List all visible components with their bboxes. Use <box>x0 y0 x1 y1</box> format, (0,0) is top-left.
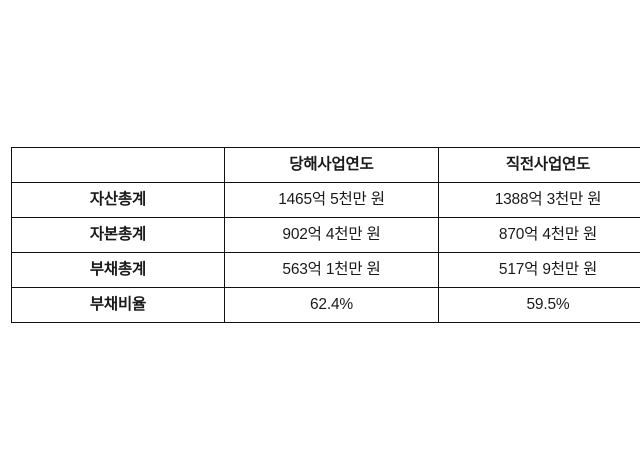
cell-total-assets-current: 1465억 5천만 원 <box>224 182 439 218</box>
table-corner-cell <box>11 147 225 183</box>
cell-total-equity-previous: 870억 4천만 원 <box>438 217 640 253</box>
row-label-total-equity: 자본총계 <box>11 217 225 253</box>
row-label-total-assets: 자산총계 <box>11 182 225 218</box>
column-header-previous-fiscal-year: 직전사업연도 <box>438 147 640 183</box>
table-header: 당해사업연도 직전사업연도 <box>11 147 640 183</box>
table-body: 자산총계 1465억 5천만 원 1388억 3천만 원 자본총계 902억 4… <box>11 182 640 323</box>
cell-total-liabilities-current: 563억 1천만 원 <box>224 252 439 288</box>
cell-total-liabilities-previous: 517억 9천만 원 <box>438 252 640 288</box>
financial-summary-table: 당해사업연도 직전사업연도 자산총계 1465억 5천만 원 1388억 3천만… <box>11 147 640 323</box>
cell-debt-ratio-previous: 59.5% <box>438 287 640 323</box>
row-label-debt-ratio: 부채비율 <box>11 287 225 323</box>
cell-total-assets-previous: 1388억 3천만 원 <box>438 182 640 218</box>
cell-debt-ratio-current: 62.4% <box>224 287 439 323</box>
cell-total-equity-current: 902억 4천만 원 <box>224 217 439 253</box>
table-row: 자본총계 902억 4천만 원 870억 4천만 원 <box>11 217 640 253</box>
table-row: 자산총계 1465억 5천만 원 1388억 3천만 원 <box>11 182 640 218</box>
table-row: 부채총계 563억 1천만 원 517억 9천만 원 <box>11 252 640 288</box>
table-header-row: 당해사업연도 직전사업연도 <box>11 147 640 183</box>
row-label-total-liabilities: 부채총계 <box>11 252 225 288</box>
table-row: 부채비율 62.4% 59.5% <box>11 287 640 323</box>
column-header-current-fiscal-year: 당해사업연도 <box>224 147 439 183</box>
